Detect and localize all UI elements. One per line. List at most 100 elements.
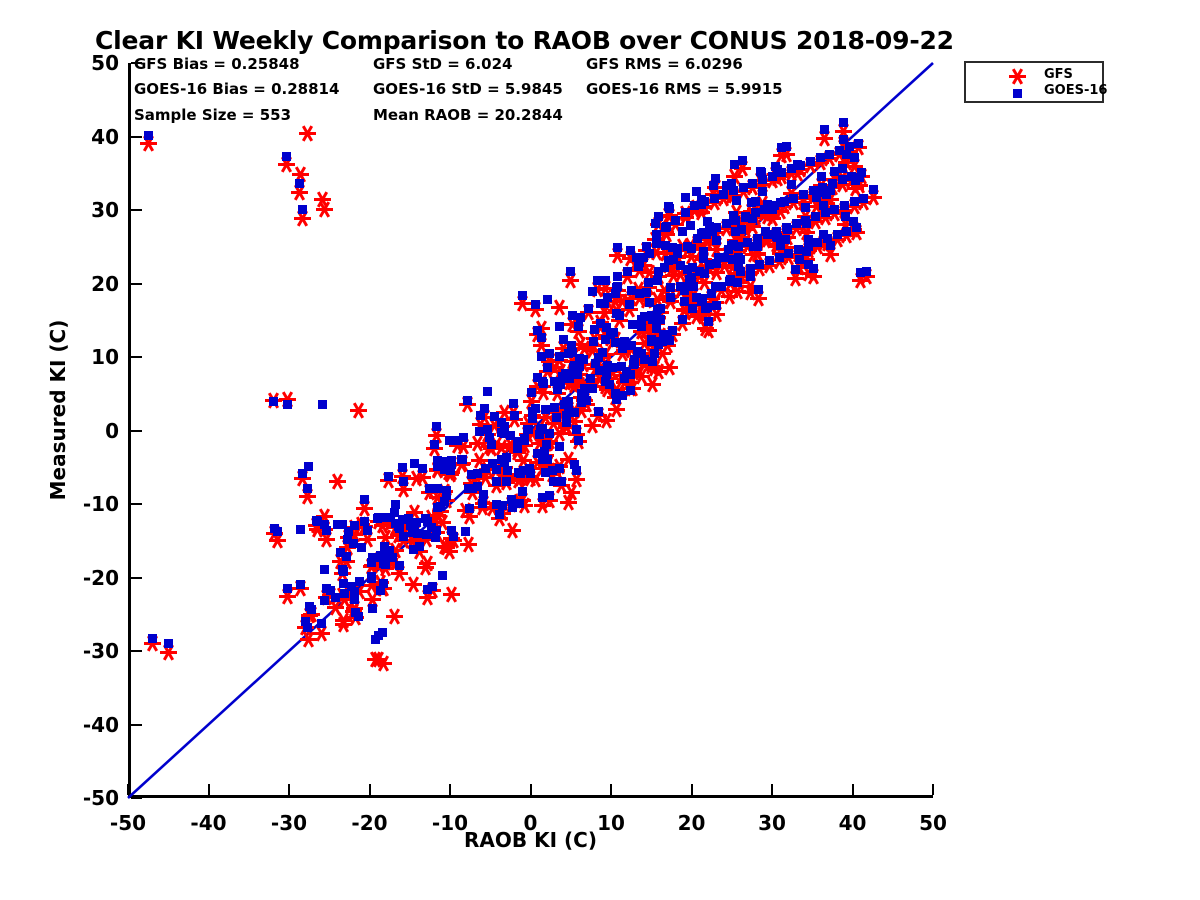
data-point-goes-16 (639, 355, 649, 365)
data-point-goes-16 (815, 153, 825, 163)
data-point-gfs (558, 419, 576, 436)
data-point-goes-16 (373, 514, 383, 524)
data-point-goes-16 (281, 151, 291, 161)
data-point-goes-16 (439, 456, 449, 466)
data-point-gfs (596, 346, 614, 363)
data-point-gfs (844, 221, 862, 238)
data-point-gfs (682, 237, 700, 254)
y-tick (131, 503, 142, 505)
data-point-goes-16 (537, 332, 547, 342)
data-point-goes-16 (665, 336, 674, 346)
data-point-goes-16 (800, 203, 810, 213)
data-point-goes-16 (782, 224, 792, 234)
data-point-goes-16 (645, 248, 655, 258)
data-point-gfs (583, 342, 601, 359)
data-point-gfs (826, 205, 844, 222)
data-point-gfs (515, 497, 533, 514)
data-point-goes-16 (322, 525, 332, 535)
data-point-gfs (575, 340, 593, 357)
data-point-gfs (441, 543, 459, 560)
data-point-goes-16 (550, 403, 560, 413)
data-point-gfs (426, 440, 444, 457)
data-point-gfs (635, 356, 653, 373)
data-point-gfs (641, 328, 659, 345)
data-point-goes-16 (536, 352, 546, 362)
x-tick-label: -20 (351, 811, 388, 835)
data-point-goes-16 (349, 595, 359, 605)
data-point-goes-16 (535, 430, 545, 440)
data-point-gfs (461, 508, 479, 525)
data-point-goes-16 (542, 362, 552, 372)
data-point-gfs (329, 473, 347, 490)
data-point-goes-16 (574, 361, 584, 371)
data-point-goes-16 (430, 439, 440, 449)
data-point-gfs (752, 172, 770, 189)
data-point-gfs (483, 440, 501, 457)
data-point-gfs (630, 290, 648, 307)
data-point-goes-16 (848, 216, 858, 226)
data-point-goes-16 (818, 182, 828, 192)
data-point-gfs (431, 503, 449, 520)
data-point-goes-16 (816, 172, 826, 182)
data-point-gfs (632, 368, 650, 385)
data-point-goes-16 (830, 204, 840, 214)
data-point-gfs (553, 406, 571, 423)
data-point-gfs (423, 582, 441, 599)
data-point-goes-16 (533, 449, 543, 459)
data-point-gfs (336, 591, 354, 608)
data-point-gfs (785, 194, 803, 211)
data-point-goes-16 (342, 534, 352, 544)
data-point-gfs (643, 376, 661, 393)
data-point-goes-16 (772, 233, 782, 243)
data-point-gfs (746, 201, 764, 218)
data-point-goes-16 (844, 142, 854, 152)
data-point-goes-16 (753, 236, 763, 246)
data-point-gfs (846, 180, 864, 197)
data-point-gfs (567, 426, 585, 443)
data-point-gfs (473, 499, 491, 516)
data-point-gfs (787, 270, 805, 287)
data-point-gfs (850, 139, 868, 156)
data-point-goes-16 (399, 476, 409, 486)
data-point-goes-16 (427, 581, 437, 591)
data-point-goes-16 (804, 234, 814, 244)
data-point-gfs (404, 533, 422, 550)
data-point-gfs (406, 525, 424, 542)
data-point-gfs (358, 531, 376, 548)
data-point-gfs (338, 539, 356, 556)
data-point-gfs (700, 260, 718, 277)
data-point-gfs (436, 538, 454, 555)
data-point-gfs (540, 433, 558, 450)
y-tick-label: -50 (82, 786, 119, 810)
data-point-goes-16 (755, 259, 765, 269)
data-point-goes-16 (554, 321, 564, 331)
data-point-gfs (706, 179, 724, 196)
data-point-goes-16 (690, 201, 700, 211)
data-point-goes-16 (543, 454, 553, 464)
x-tick (288, 784, 290, 795)
y-tick (131, 356, 142, 358)
data-point-goes-16 (625, 386, 635, 396)
data-point-goes-16 (539, 379, 549, 389)
data-point-goes-16 (616, 362, 626, 372)
data-point-gfs (838, 227, 856, 244)
data-point-goes-16 (669, 255, 679, 265)
data-point-goes-16 (540, 404, 550, 414)
data-point-goes-16 (725, 276, 735, 286)
data-point-goes-16 (374, 631, 383, 641)
data-point-goes-16 (567, 343, 577, 353)
data-point-goes-16 (497, 427, 507, 437)
data-point-gfs (657, 226, 675, 243)
data-point-gfs (340, 529, 358, 546)
data-point-goes-16 (656, 303, 666, 313)
x-tick (771, 784, 773, 795)
data-point-goes-16 (575, 313, 585, 323)
data-point-goes-16 (707, 289, 717, 299)
data-point-goes-16 (731, 227, 741, 237)
data-point-gfs (576, 392, 594, 409)
data-point-goes-16 (612, 282, 622, 292)
data-point-goes-16 (316, 619, 326, 629)
y-tick-label: 30 (91, 198, 119, 222)
data-point-gfs (333, 587, 351, 604)
data-point-gfs (843, 172, 861, 189)
